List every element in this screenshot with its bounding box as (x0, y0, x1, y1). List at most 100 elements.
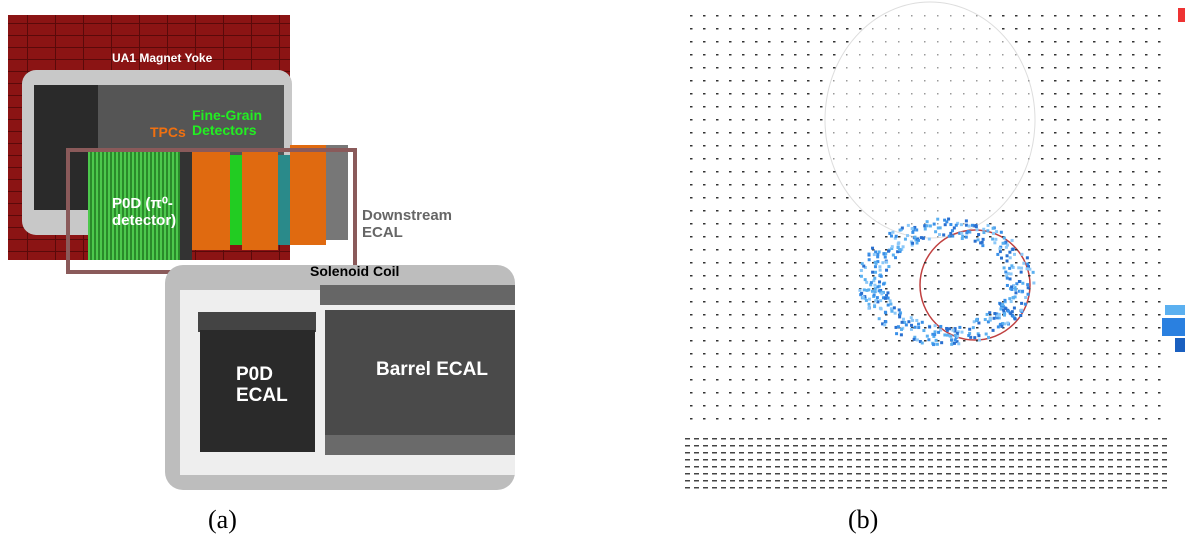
hit (885, 301, 888, 303)
ring-hit (1008, 297, 1012, 301)
hit (872, 249, 875, 251)
hit (1067, 210, 1070, 212)
hit (1002, 15, 1005, 17)
floor-hit (793, 445, 798, 447)
hit (729, 197, 732, 199)
hit (1158, 197, 1161, 199)
hit (924, 392, 927, 394)
floor-hit (1027, 480, 1032, 482)
hit (768, 418, 771, 420)
hit (729, 158, 732, 160)
hit (807, 184, 810, 186)
hit (1106, 15, 1109, 17)
hit (690, 379, 693, 381)
hit (794, 223, 797, 225)
hit (781, 41, 784, 43)
hit (924, 353, 927, 355)
hit (729, 405, 732, 407)
floor-hit (883, 459, 888, 461)
hit (690, 327, 693, 329)
hit (1015, 184, 1017, 186)
hit (755, 145, 758, 147)
hit (1041, 197, 1044, 199)
floor-hit (955, 480, 960, 482)
hit (963, 249, 966, 251)
hit (1158, 80, 1161, 82)
ring-hit (951, 328, 955, 332)
hit (898, 353, 901, 355)
floor-hit (685, 445, 690, 447)
floor-hit (820, 438, 825, 440)
hit (859, 28, 862, 30)
hit (963, 171, 965, 173)
hit (1054, 379, 1057, 381)
floor-hit (910, 452, 915, 454)
label: Downstream ECAL (362, 207, 453, 241)
hit (729, 184, 732, 186)
floor-hit (1018, 487, 1023, 489)
hit (729, 93, 732, 95)
hit (1067, 379, 1070, 381)
hit (1119, 327, 1122, 329)
hit (794, 67, 797, 69)
hit (1015, 236, 1018, 238)
floor-hit (928, 487, 933, 489)
ring-hit (871, 246, 875, 250)
hit (1106, 249, 1109, 251)
hit (976, 184, 978, 186)
hit (1119, 353, 1122, 355)
hit (716, 366, 719, 368)
hit (716, 54, 719, 56)
hit (1158, 15, 1161, 17)
hit (703, 145, 706, 147)
floor-hit (946, 445, 951, 447)
hit (976, 301, 979, 303)
hit (898, 28, 900, 30)
floor-hit (865, 487, 870, 489)
hit (1028, 223, 1031, 225)
floor-hit (766, 473, 771, 475)
ring-hit (976, 238, 980, 242)
hit (716, 197, 719, 199)
hit (1067, 405, 1070, 407)
hit (1028, 41, 1031, 43)
hit (690, 275, 693, 277)
floor-hit (1090, 445, 1095, 447)
hit (807, 210, 810, 212)
hit (1093, 67, 1096, 69)
hit (1158, 210, 1161, 212)
hit (1093, 249, 1096, 251)
hit (1093, 106, 1096, 108)
ring-hit (903, 320, 907, 324)
hit (1158, 93, 1161, 95)
hit (807, 392, 810, 394)
floor-hit (928, 452, 933, 454)
ring-hit (876, 260, 880, 264)
hit (950, 262, 953, 264)
ring-hit (863, 266, 867, 270)
hit (1080, 80, 1083, 82)
floor-hit (1072, 459, 1077, 461)
tpc (290, 145, 326, 245)
hit (989, 15, 992, 17)
floor-hit (919, 473, 924, 475)
floor-hit (1117, 473, 1122, 475)
ring-hit (956, 330, 960, 334)
hit (963, 119, 965, 121)
floor-hit (901, 438, 906, 440)
ring-hit (906, 234, 910, 238)
ring-hit (859, 268, 863, 272)
ring-hit (959, 223, 963, 227)
ring-hit (961, 234, 965, 238)
hit (716, 41, 719, 43)
ring-hit (900, 226, 904, 230)
hit (703, 405, 706, 407)
hit (833, 288, 836, 290)
hit (898, 275, 901, 277)
floor-hit (1153, 480, 1158, 482)
ring-hit (898, 249, 902, 253)
floor-hit (865, 445, 870, 447)
hit (716, 184, 719, 186)
downstream-ecal (326, 145, 348, 240)
hit (1015, 67, 1017, 69)
